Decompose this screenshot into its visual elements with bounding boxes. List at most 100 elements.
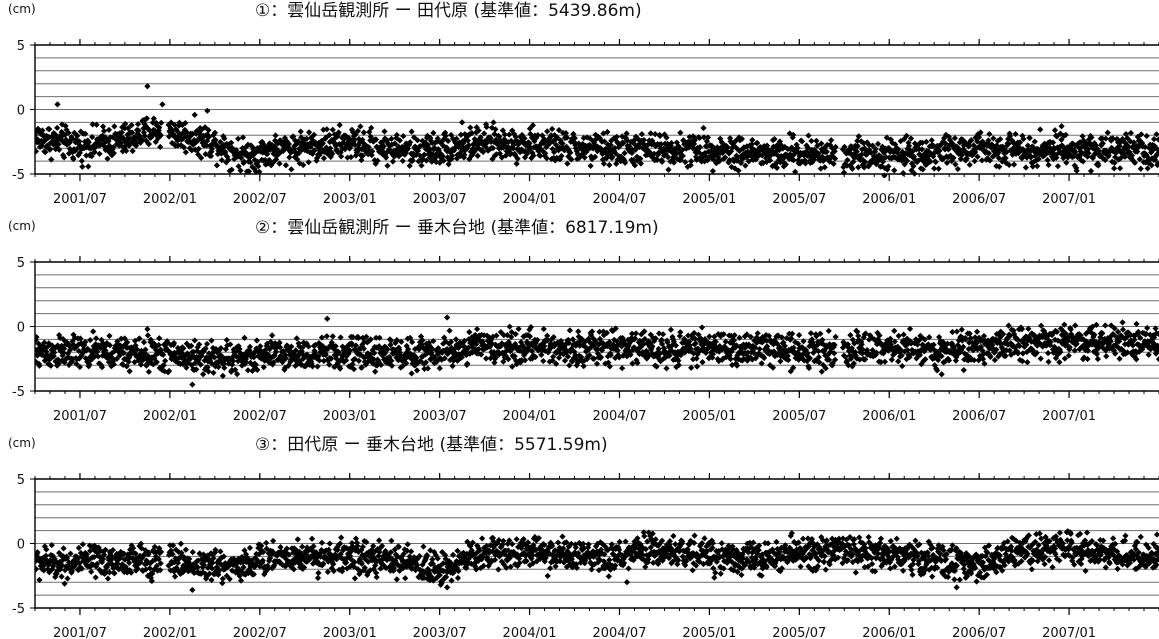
data-point bbox=[803, 358, 811, 365]
data-point bbox=[401, 146, 408, 154]
data-point bbox=[458, 148, 465, 155]
data-point bbox=[916, 351, 924, 359]
data-point bbox=[843, 162, 851, 169]
data-point bbox=[918, 156, 925, 163]
x-tick-label: 2003/07 bbox=[413, 192, 467, 205]
data-point bbox=[212, 136, 219, 144]
data-point bbox=[402, 149, 409, 156]
y-unit-label: (cm) bbox=[8, 2, 36, 16]
data-point bbox=[170, 339, 178, 347]
data-point bbox=[39, 127, 46, 134]
data-point bbox=[1131, 336, 1138, 343]
data-point bbox=[1044, 156, 1051, 164]
data-point bbox=[343, 141, 351, 148]
data-point bbox=[899, 148, 906, 156]
data-point bbox=[688, 158, 695, 165]
data-point bbox=[163, 344, 170, 352]
data-point bbox=[304, 147, 311, 155]
data-point bbox=[1071, 347, 1078, 354]
data-point bbox=[740, 144, 748, 151]
data-point bbox=[85, 163, 92, 170]
data-point bbox=[457, 131, 465, 138]
data-point bbox=[749, 356, 756, 363]
data-point bbox=[848, 353, 855, 361]
data-point bbox=[641, 335, 648, 343]
data-point bbox=[698, 324, 706, 331]
data-point bbox=[430, 337, 437, 345]
data-point bbox=[423, 157, 430, 164]
data-point bbox=[1148, 343, 1155, 351]
data-point bbox=[847, 332, 854, 339]
data-point bbox=[968, 136, 975, 144]
data-point bbox=[133, 346, 141, 353]
data-point bbox=[693, 363, 701, 370]
data-point bbox=[121, 335, 128, 342]
data-point bbox=[997, 136, 1004, 143]
data-point bbox=[938, 371, 945, 378]
data-point bbox=[1155, 355, 1159, 363]
data-point bbox=[813, 333, 820, 340]
data-point bbox=[294, 156, 301, 163]
data-point bbox=[445, 349, 452, 356]
data-point bbox=[560, 351, 567, 358]
data-point bbox=[539, 147, 546, 155]
data-point bbox=[393, 131, 400, 139]
data-point bbox=[82, 355, 89, 362]
data-point bbox=[651, 150, 658, 157]
data-point bbox=[782, 161, 789, 168]
data-point bbox=[784, 352, 791, 359]
data-point bbox=[1075, 140, 1082, 147]
data-point bbox=[1149, 146, 1157, 153]
data-point bbox=[999, 143, 1006, 150]
y-tick-label: -5 bbox=[12, 168, 25, 183]
data-point bbox=[365, 358, 372, 365]
data-point bbox=[461, 344, 468, 351]
data-point bbox=[667, 326, 675, 333]
data-point bbox=[237, 167, 244, 174]
data-point bbox=[1023, 341, 1030, 348]
data-point bbox=[449, 362, 456, 370]
data-point bbox=[631, 162, 639, 169]
data-point bbox=[482, 121, 490, 128]
data-point bbox=[670, 338, 678, 345]
data-point bbox=[1099, 140, 1106, 147]
data-point bbox=[359, 334, 366, 341]
data-point bbox=[874, 140, 882, 147]
data-point bbox=[360, 345, 367, 352]
data-point bbox=[322, 351, 329, 359]
data-point bbox=[66, 346, 74, 354]
data-point bbox=[910, 163, 917, 170]
data-point bbox=[543, 143, 550, 151]
data-point bbox=[858, 138, 865, 145]
y-tick-label: 5 bbox=[17, 473, 25, 488]
data-point bbox=[882, 346, 889, 353]
data-point bbox=[1144, 153, 1151, 160]
data-point bbox=[578, 353, 585, 361]
data-point bbox=[619, 365, 626, 372]
data-point bbox=[492, 126, 499, 133]
data-point bbox=[880, 155, 887, 162]
data-point bbox=[818, 146, 825, 153]
data-point bbox=[601, 138, 608, 145]
data-point bbox=[504, 332, 511, 339]
data-point bbox=[505, 356, 512, 363]
data-point bbox=[820, 361, 827, 369]
data-point bbox=[301, 136, 308, 143]
data-point bbox=[223, 336, 230, 344]
data-point bbox=[352, 342, 360, 349]
data-point bbox=[327, 153, 334, 161]
data-point bbox=[657, 350, 664, 357]
data-point bbox=[340, 139, 347, 146]
data-point bbox=[201, 124, 209, 131]
data-point bbox=[246, 343, 254, 350]
data-point bbox=[384, 346, 391, 353]
x-tick-label: 2006/01 bbox=[862, 409, 916, 422]
data-point bbox=[883, 134, 890, 141]
data-point bbox=[444, 346, 451, 353]
data-point bbox=[1065, 334, 1072, 341]
data-point bbox=[89, 121, 96, 128]
data-point bbox=[276, 160, 283, 167]
data-point bbox=[859, 161, 866, 169]
data-point bbox=[466, 131, 473, 138]
x-tick-label: 2005/07 bbox=[772, 409, 826, 422]
